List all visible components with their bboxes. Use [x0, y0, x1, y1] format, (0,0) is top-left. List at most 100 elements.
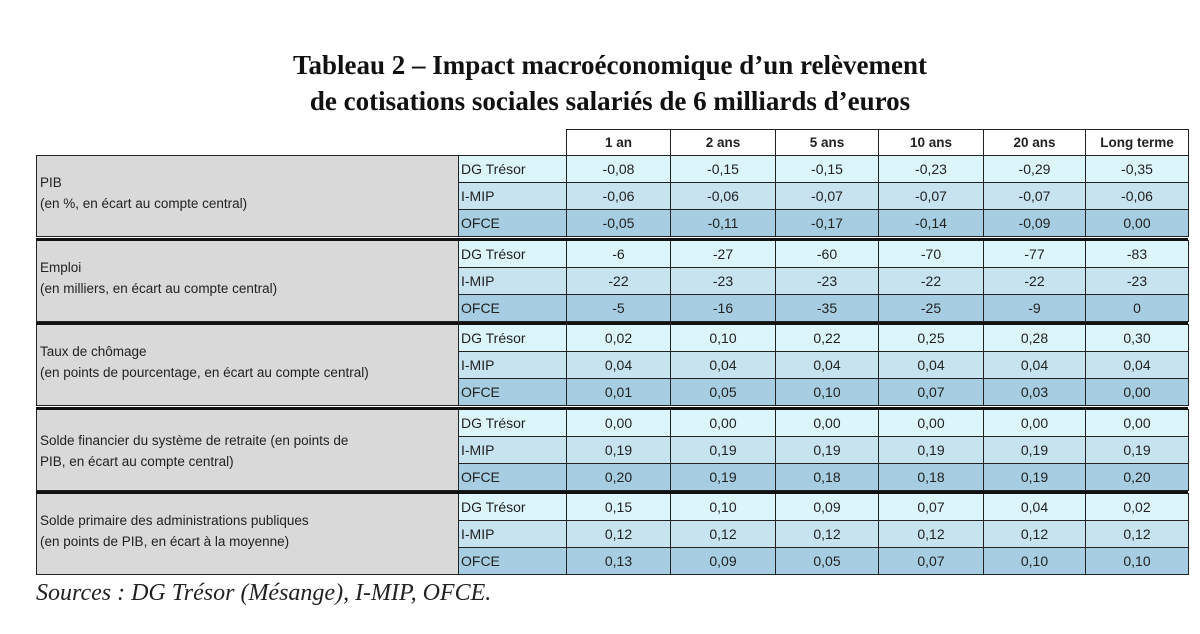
group-label: Emploi (en milliers, en écart au compte c… — [36, 240, 459, 322]
value-cell: 0,04 — [983, 493, 1086, 521]
value-cell: 0 — [1085, 294, 1189, 322]
label-line: Emploi — [40, 260, 82, 275]
model-name: OFCE — [458, 463, 567, 491]
label-line: (en %, en écart au compte central) — [40, 196, 248, 211]
value-cell: -22 — [566, 267, 671, 295]
value-cell: -0,15 — [775, 155, 879, 183]
value-cell: -0,06 — [566, 182, 671, 210]
value-cell: 0,10 — [775, 378, 879, 406]
value-cell: 0,12 — [670, 520, 776, 548]
value-cell: 0,02 — [566, 324, 671, 352]
value-cell: -0,29 — [983, 155, 1086, 183]
title-line: de cotisations sociales salariés de 6 mi… — [309, 86, 911, 116]
label-line: PIB — [40, 175, 62, 190]
value-cell: -23 — [1085, 267, 1189, 295]
value-cell: 0,12 — [983, 520, 1086, 548]
value-cell: 0,10 — [670, 324, 776, 352]
value-cell: 0,03 — [983, 378, 1086, 406]
value-cell: -0,23 — [878, 155, 984, 183]
label-line: Solde financier du système de retraite (… — [40, 433, 349, 448]
value-cell: -0,06 — [670, 182, 776, 210]
group-label: Solde financier du système de retraite (… — [36, 409, 459, 491]
value-cell: 0,01 — [566, 378, 671, 406]
value-cell: 0,12 — [775, 520, 879, 548]
value-cell: 0,18 — [775, 463, 879, 491]
value-cell: -70 — [878, 240, 984, 268]
value-cell: 0,00 — [878, 409, 984, 437]
group-separator — [36, 238, 1188, 241]
value-cell: 0,05 — [775, 547, 879, 575]
value-cell: 0,19 — [670, 463, 776, 491]
value-cell: 0,04 — [983, 351, 1086, 379]
value-cell: 0,09 — [670, 547, 776, 575]
group-label: Taux de chômage (en points de pourcentage… — [36, 324, 459, 406]
model-name: OFCE — [458, 547, 567, 575]
value-cell: 0,15 — [566, 493, 671, 521]
value-cell: 0,00 — [566, 409, 671, 437]
value-cell: 0,00 — [775, 409, 879, 437]
value-cell: -27 — [670, 240, 776, 268]
value-cell: -0,14 — [878, 209, 984, 237]
value-cell: 0,00 — [1085, 409, 1189, 437]
column-header: 1 an — [566, 129, 671, 156]
value-cell: 0,28 — [983, 324, 1086, 352]
value-cell: -60 — [775, 240, 879, 268]
value-cell: 0,22 — [775, 324, 879, 352]
value-cell: 0,09 — [775, 493, 879, 521]
label-line: (en milliers, en écart au compte central… — [40, 281, 278, 296]
value-cell: 0,19 — [1085, 436, 1189, 464]
value-cell: -35 — [775, 294, 879, 322]
value-cell: 0,12 — [1085, 520, 1189, 548]
model-name: OFCE — [458, 209, 567, 237]
value-cell: -0,15 — [670, 155, 776, 183]
value-cell: -9 — [983, 294, 1086, 322]
value-cell: 0,19 — [775, 436, 879, 464]
value-cell: -0,07 — [983, 182, 1086, 210]
group-separator — [36, 407, 1188, 410]
column-header: 10 ans — [878, 129, 984, 156]
column-header: 2 ans — [670, 129, 776, 156]
value-cell: 0,12 — [878, 520, 984, 548]
value-cell: 0,00 — [1085, 209, 1189, 237]
value-cell: 0,00 — [1085, 378, 1189, 406]
value-cell: 0,05 — [670, 378, 776, 406]
label-line: Solde primaire des administrations publi… — [40, 513, 309, 528]
model-name: I-MIP — [458, 182, 567, 210]
value-cell: 0,19 — [983, 436, 1086, 464]
sources: Sources : DG Trésor (Mésange), I-MIP, OF… — [36, 580, 492, 606]
group-separator — [36, 491, 1188, 494]
group-label: PIB (en %, en écart au compte central) — [36, 155, 459, 237]
value-cell: 0,10 — [1085, 547, 1189, 575]
model-name: I-MIP — [458, 351, 567, 379]
value-cell: 0,10 — [670, 493, 776, 521]
value-cell: 0,07 — [878, 378, 984, 406]
value-cell: 0,19 — [566, 436, 671, 464]
value-cell: 0,02 — [1085, 493, 1189, 521]
value-cell: -16 — [670, 294, 776, 322]
label-line: Taux de chômage — [40, 344, 147, 359]
model-name: DG Trésor — [458, 324, 567, 352]
value-cell: -77 — [983, 240, 1086, 268]
value-cell: -25 — [878, 294, 984, 322]
value-cell: 0,19 — [878, 436, 984, 464]
value-cell: -6 — [566, 240, 671, 268]
value-cell: 0,12 — [566, 520, 671, 548]
value-cell: 0,04 — [566, 351, 671, 379]
value-cell: 0,13 — [566, 547, 671, 575]
value-cell: -23 — [775, 267, 879, 295]
value-cell: -0,17 — [775, 209, 879, 237]
value-cell: -0,07 — [775, 182, 879, 210]
value-cell: -0,11 — [670, 209, 776, 237]
value-cell: 0,00 — [983, 409, 1086, 437]
value-cell: 0,07 — [878, 493, 984, 521]
column-header: 20 ans — [983, 129, 1086, 156]
title-line: Tableau 2 – Impact macroéconomique d’un … — [293, 50, 927, 80]
value-cell: -0,09 — [983, 209, 1086, 237]
value-cell: 0,00 — [670, 409, 776, 437]
value-cell: -0,06 — [1085, 182, 1189, 210]
value-cell: 0,25 — [878, 324, 984, 352]
model-name: I-MIP — [458, 267, 567, 295]
value-cell: 0,04 — [775, 351, 879, 379]
column-header: Long terme — [1085, 129, 1189, 156]
